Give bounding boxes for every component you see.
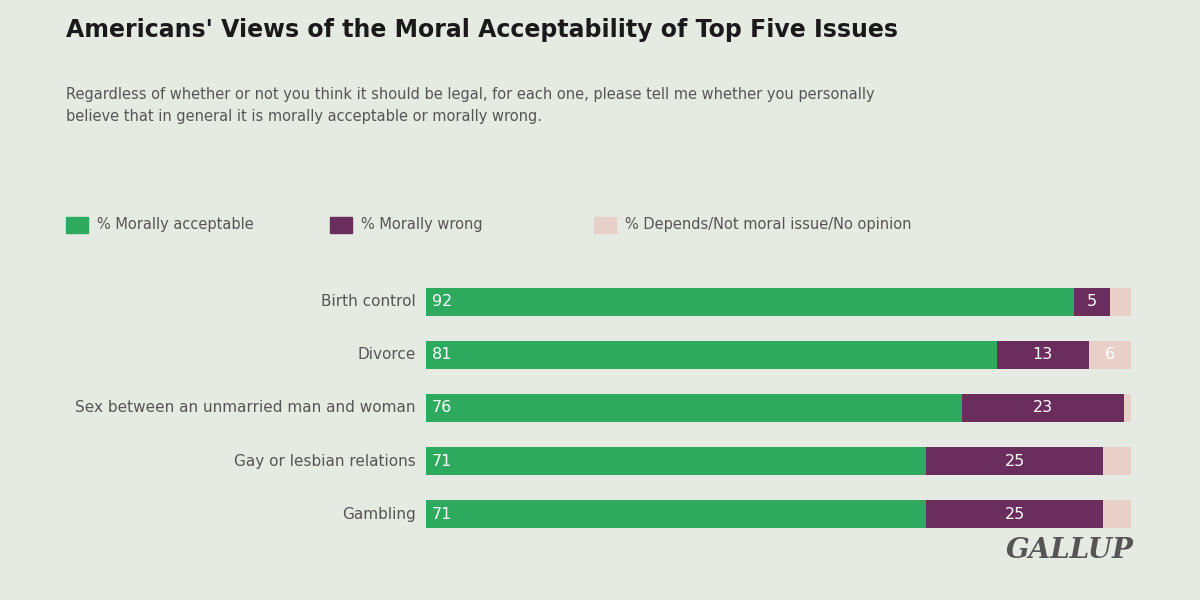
- Text: Gambling: Gambling: [342, 506, 415, 521]
- Text: % Depends/Not moral issue/No opinion: % Depends/Not moral issue/No opinion: [625, 217, 912, 232]
- Text: 76: 76: [432, 401, 452, 415]
- Text: 5: 5: [1087, 295, 1097, 310]
- Text: 92: 92: [432, 295, 452, 310]
- Text: % Morally wrong: % Morally wrong: [361, 217, 482, 232]
- Text: Sex between an unmarried man and woman: Sex between an unmarried man and woman: [74, 401, 415, 415]
- Text: Americans' Views of the Moral Acceptability of Top Five Issues: Americans' Views of the Moral Acceptabil…: [66, 18, 898, 42]
- Bar: [1110, 288, 1130, 316]
- Text: Birth control: Birth control: [320, 295, 415, 310]
- Bar: [1103, 500, 1130, 528]
- Bar: [426, 288, 1074, 316]
- Bar: [426, 500, 926, 528]
- Bar: [426, 341, 997, 369]
- Bar: [926, 447, 1103, 475]
- Text: 25: 25: [1004, 454, 1025, 469]
- Text: 71: 71: [432, 506, 452, 521]
- Text: Regardless of whether or not you think it should be legal, for each one, please : Regardless of whether or not you think i…: [66, 87, 875, 124]
- Text: 13: 13: [1033, 347, 1052, 362]
- Text: 71: 71: [432, 454, 452, 469]
- Text: GALLUP: GALLUP: [1006, 537, 1134, 564]
- Bar: [961, 394, 1124, 422]
- Bar: [426, 447, 926, 475]
- Bar: [997, 341, 1088, 369]
- Bar: [1074, 288, 1110, 316]
- Text: 81: 81: [432, 347, 452, 362]
- Text: 6: 6: [1105, 347, 1115, 362]
- Bar: [926, 500, 1103, 528]
- Bar: [1124, 394, 1130, 422]
- Bar: [1103, 447, 1130, 475]
- Bar: [426, 394, 961, 422]
- Text: % Morally acceptable: % Morally acceptable: [97, 217, 254, 232]
- Bar: [1088, 341, 1130, 369]
- Text: 23: 23: [1033, 401, 1052, 415]
- Text: 25: 25: [1004, 506, 1025, 521]
- Text: Gay or lesbian relations: Gay or lesbian relations: [234, 454, 415, 469]
- Text: Divorce: Divorce: [358, 347, 415, 362]
